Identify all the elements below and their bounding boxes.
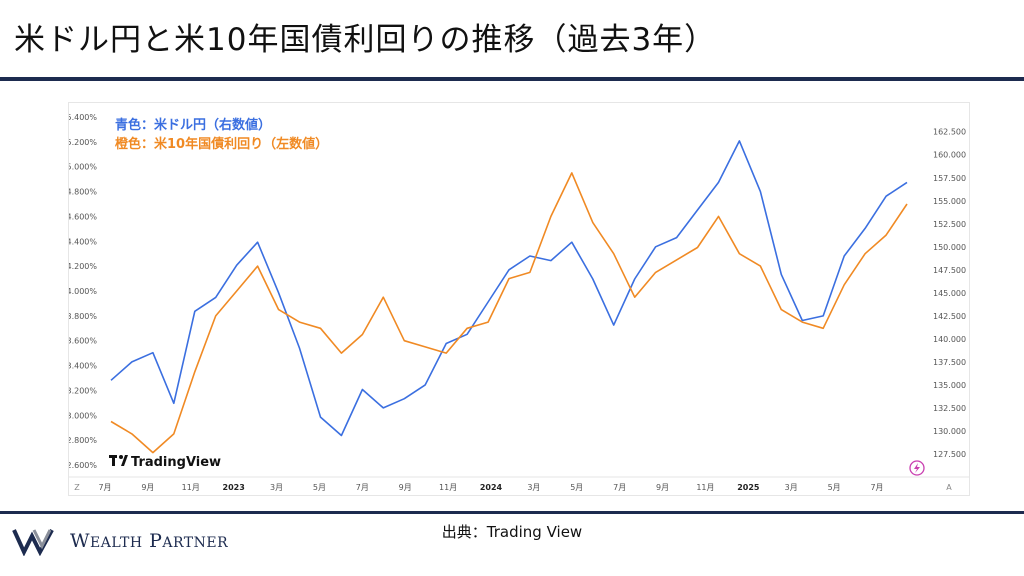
y-right-tick-label: 132.500	[933, 404, 966, 413]
brand-logo: WEALTH PARTNER	[12, 526, 228, 556]
y-left-tick-label: 5.400%	[69, 113, 97, 122]
x-tick-label: 2023	[223, 483, 245, 492]
y-left-tick-label: 2.600%	[69, 461, 97, 470]
footer-divider	[0, 511, 1024, 514]
chart-svg: 5.400% 5.200% 5.000% 4.800% 4.600% 4.400% 4.20…	[66, 113, 969, 492]
x-axis: 7月 9月 11月 2023 3月 5月 7月 9月 11月 2024 3月 5月 7月 9月 11月 202…	[69, 476, 969, 492]
x-tick-label: 5月	[828, 483, 841, 492]
x-tick-label: 7月	[613, 483, 626, 492]
y-right-tick-label: 147.500	[933, 266, 966, 275]
y-right-tick-label: 160.000	[933, 151, 966, 160]
brand-name: WEALTH PARTNER	[70, 530, 229, 552]
y-right-tick-label: 135.000	[933, 381, 966, 390]
y-right-tick-label: 162.500	[933, 128, 966, 137]
x-tick-label: 11月	[439, 483, 457, 492]
y-axis-right: 162.500 160.000 157.500 155.000 152.500 150.0…	[933, 128, 966, 459]
yield-series-line	[110, 172, 908, 454]
y-left-tick-label: 2.800%	[69, 436, 97, 445]
x-tick-label: 11月	[696, 483, 714, 492]
y-right-tick-label: 152.500	[933, 220, 966, 229]
x-tick-label: 3月	[270, 483, 283, 492]
x-tick-label: 9月	[399, 483, 412, 492]
x-tick-label: 2025	[737, 483, 760, 492]
x-tick-label: 3月	[785, 483, 798, 492]
legend-entry: 青色：米ドル円（右数値）	[115, 117, 271, 133]
y-right-tick-label: 140.000	[933, 335, 966, 344]
x-tick-label: 9月	[656, 483, 669, 492]
tv-logo-stem	[112, 455, 115, 466]
y-axis-left: 5.400% 5.200% 5.000% 4.800% 4.600% 4.400% 4.20…	[66, 113, 97, 470]
x-axis-corner-right: A	[946, 483, 952, 492]
y-left-tick-label: 4.000%	[69, 287, 97, 296]
x-tick-label: 7月	[356, 483, 369, 492]
y-left-tick-label: 4.800%	[69, 188, 97, 197]
header-divider	[0, 77, 1024, 81]
x-tick-label: 11月	[182, 483, 200, 492]
y-left-tick-label: 4.400%	[69, 237, 97, 246]
tv-logo-dot	[119, 455, 123, 459]
y-right-tick-label: 142.500	[933, 312, 966, 321]
y-left-tick-label: 3.000%	[69, 411, 97, 420]
y-left-tick-label: 3.200%	[69, 386, 97, 395]
legend-entry: 橙色：米10年国債利回り（左数値）	[115, 136, 328, 152]
y-left-tick-label: 3.400%	[69, 362, 97, 371]
y-right-tick-label: 157.500	[933, 174, 966, 183]
y-right-tick-label: 145.000	[933, 289, 966, 298]
x-tick-label: 2024	[480, 483, 503, 492]
y-left-tick-label: 4.600%	[69, 212, 97, 221]
watermark-text: TradingView	[131, 455, 221, 470]
lightning-icon[interactable]	[909, 460, 925, 476]
tradingview-logo-icon	[109, 455, 128, 466]
y-right-tick-label: 150.000	[933, 243, 966, 252]
x-tick-label: 7月	[98, 483, 111, 492]
tradingview-watermark: TradingView	[109, 455, 221, 470]
x-axis-corner-left: Z	[74, 483, 80, 492]
usdjpy-series-line	[110, 140, 908, 437]
y-right-tick-label: 155.000	[933, 197, 966, 206]
tv-logo-slash	[121, 455, 128, 466]
x-tick-label: 9月	[141, 483, 154, 492]
y-right-tick-label: 127.500	[933, 450, 966, 459]
source-note: 出典：Trading View	[441, 523, 583, 541]
page-title: 米ドル円と米10年国債利回りの推移（過去3年）	[14, 22, 717, 58]
y-left-tick-label: 5.000%	[69, 163, 97, 172]
y-right-tick-label: 137.500	[933, 358, 966, 367]
y-left-tick-label: 3.800%	[69, 312, 97, 321]
x-tick-label: 5月	[313, 483, 326, 492]
x-tick-label: 3月	[527, 483, 540, 492]
series-layer	[110, 140, 908, 454]
y-left-tick-label: 5.200%	[69, 138, 97, 147]
y-right-tick-label: 130.000	[933, 427, 966, 436]
legend: 青色：米ドル円（右数値） 橙色：米10年国債利回り（左数値）	[115, 117, 328, 152]
chart-container: 5.400% 5.200% 5.000% 4.800% 4.600% 4.400% 4.20…	[66, 102, 970, 496]
y-left-tick-label: 3.600%	[69, 337, 97, 346]
x-tick-label: 5月	[570, 483, 583, 492]
y-left-tick-label: 4.200%	[69, 262, 97, 271]
x-tick-label: 7月	[870, 483, 883, 492]
wealth-partner-logo-icon	[12, 529, 54, 556]
